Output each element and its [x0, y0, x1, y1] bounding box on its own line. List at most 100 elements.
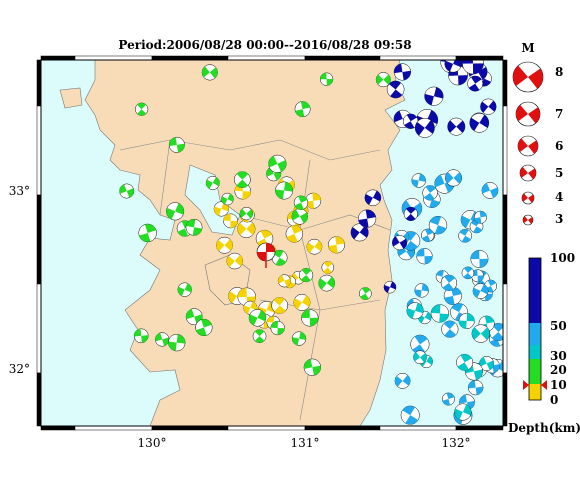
- event-marker: [411, 173, 426, 188]
- x-tick-label: 130°: [138, 436, 167, 450]
- event-marker: [216, 236, 233, 254]
- event-marker: [456, 353, 474, 371]
- event-marker: [416, 248, 433, 265]
- event-marker: [440, 274, 458, 292]
- event-marker: [301, 309, 319, 327]
- event-marker: [133, 328, 149, 344]
- event-marker: [168, 333, 186, 352]
- event-marker: [364, 189, 382, 207]
- main-shock-marker: [256, 242, 276, 268]
- depth-axis-label: Depth(km): [508, 421, 580, 435]
- depth-tick: 10: [550, 378, 567, 392]
- event-marker: [293, 195, 309, 210]
- magnitude-label: 7: [555, 107, 563, 121]
- event-marker: [350, 223, 369, 242]
- event-marker: [319, 72, 334, 86]
- event-marker: [135, 102, 149, 116]
- event-marker: [406, 302, 424, 320]
- event-marker: [205, 175, 220, 190]
- event-marker: [277, 274, 291, 288]
- event-marker: [221, 192, 234, 206]
- event-marker: [285, 225, 304, 243]
- event-marker: [480, 98, 497, 115]
- event-marker: [291, 208, 309, 225]
- event-marker: [318, 274, 336, 292]
- event-marker: [430, 304, 450, 323]
- event-marker: [392, 235, 408, 251]
- event-marker: [233, 171, 251, 188]
- event-marker: [441, 392, 455, 406]
- magnitude-label: 5: [555, 166, 563, 180]
- event-marker: [239, 206, 254, 221]
- magnitude-legend-symbol: [519, 164, 537, 182]
- event-marker: [299, 267, 314, 283]
- magnitude-label: 3: [555, 212, 563, 226]
- event-marker: [471, 324, 490, 343]
- map-title: Period:2006/08/28 00:00--2016/08/28 09:5…: [118, 38, 412, 52]
- event-marker: [479, 356, 495, 371]
- event-marker: [271, 297, 289, 314]
- event-marker: [275, 181, 293, 200]
- event-marker: [303, 358, 321, 376]
- event-marker: [119, 183, 135, 199]
- event-marker: [252, 329, 267, 344]
- event-marker: [458, 312, 475, 329]
- event-marker: [327, 236, 345, 254]
- y-tick-label: 33°: [9, 184, 30, 198]
- event-marker: [472, 283, 489, 299]
- event-marker: [422, 185, 438, 201]
- event-marker: [445, 169, 463, 187]
- depth-tick: 20: [550, 363, 567, 377]
- event-marker: [414, 283, 429, 298]
- event-marker: [441, 320, 459, 338]
- event-marker: [359, 287, 372, 300]
- magnitude-legend-symbol: [522, 214, 534, 226]
- event-marker: [403, 206, 418, 222]
- magnitude-legend-symbol: [521, 191, 535, 205]
- event-marker: [421, 228, 435, 242]
- event-marker: [185, 218, 203, 236]
- event-marker: [248, 309, 267, 327]
- event-marker: [266, 166, 282, 182]
- event-marker: [447, 117, 466, 136]
- magnitude-legend: M 8 7 6 5 4 3: [512, 41, 563, 226]
- depth-tick: 100: [550, 251, 575, 265]
- event-marker: [413, 350, 427, 365]
- event-marker: [473, 210, 487, 224]
- event-marker: [223, 213, 238, 229]
- event-marker: [138, 223, 157, 243]
- event-marker: [291, 331, 307, 346]
- event-marker: [428, 215, 448, 235]
- land-island-north: [59, 87, 83, 109]
- x-tick-label: 132°: [442, 436, 471, 450]
- event-marker: [268, 154, 287, 173]
- event-marker: [271, 249, 288, 266]
- event-marker: [481, 182, 499, 199]
- event-marker: [321, 261, 335, 274]
- event-marker: [293, 293, 311, 311]
- event-marker: [462, 60, 484, 75]
- magnitude-legend-symbol: [515, 101, 541, 127]
- event-marker: [358, 209, 377, 228]
- event-marker: [467, 75, 484, 92]
- event-marker: [461, 266, 475, 280]
- event-marker: [195, 318, 213, 337]
- event-marker: [386, 80, 405, 99]
- event-marker: [383, 280, 397, 294]
- event-marker: [414, 118, 435, 138]
- depth-tick: 30: [550, 349, 567, 363]
- event-marker: [400, 405, 420, 425]
- event-marker: [393, 63, 411, 81]
- magnitude-legend-header: M: [521, 41, 534, 55]
- event-marker: [443, 286, 462, 306]
- event-marker: [201, 64, 218, 81]
- event-marker: [166, 202, 185, 221]
- y-tick-label: 32°: [9, 362, 30, 376]
- event-marker: [471, 269, 484, 283]
- depth-colorbar: 100 50 30 20 10 0 Depth(km): [508, 251, 580, 435]
- event-marker: [375, 72, 391, 88]
- event-marker: [454, 403, 472, 421]
- event-marker: [470, 250, 489, 268]
- event-marker: [402, 113, 419, 129]
